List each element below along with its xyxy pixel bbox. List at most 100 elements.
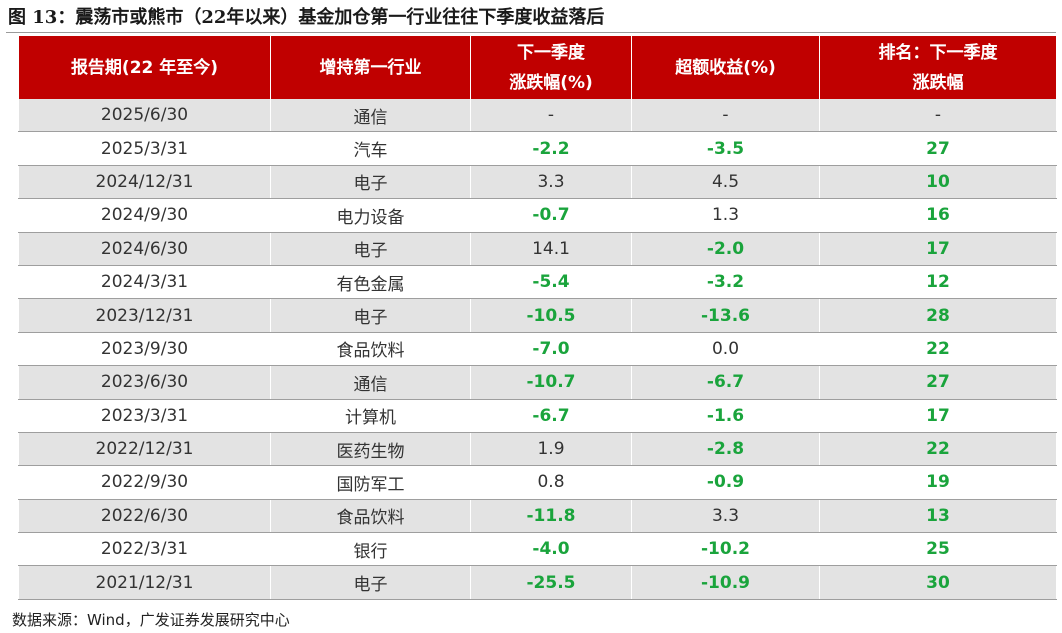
cell-next-quarter-change: 0.8 [470, 465, 632, 500]
cell-rank: 22 [819, 332, 1057, 367]
cell-next-quarter-change: 3.3 [470, 165, 632, 200]
cell-rank: 22 [819, 432, 1057, 467]
header-next-quarter-line2: 涨跌幅(%) [509, 72, 593, 93]
header-top-industry-label: 增持第一行业 [319, 57, 422, 78]
header-rank-line1: 排名：下一季度 [878, 42, 998, 63]
cell-next-quarter-change: -10.5 [470, 298, 632, 333]
cell-rank: 25 [819, 532, 1057, 567]
table-row: 2024/12/31 电子 3.3 4.5 10 [18, 165, 1057, 200]
cell-next-quarter-change: -2.2 [470, 131, 632, 166]
cell-top-industry: 计算机 [270, 399, 471, 433]
cell-top-industry: 电子 [270, 165, 471, 200]
table-row: 2024/9/30 电力设备 -0.7 1.3 16 [18, 198, 1057, 233]
cell-next-quarter-change: -6.7 [470, 399, 632, 433]
cell-rank: 30 [819, 565, 1057, 600]
cell-report-period: 2025/3/31 [18, 131, 271, 166]
cell-report-period: 2023/9/30 [18, 332, 271, 367]
cell-report-period: 2022/6/30 [18, 499, 271, 534]
cell-excess-return: 4.5 [631, 165, 820, 200]
header-top-industry: 增持第一行业 [270, 36, 471, 99]
cell-top-industry: 国防军工 [270, 465, 471, 500]
cell-next-quarter-change: -7.0 [470, 332, 632, 367]
cell-top-industry: 电子 [270, 232, 471, 266]
cell-excess-return: -3.2 [631, 265, 820, 300]
header-rank-line2: 涨跌幅 [912, 72, 964, 93]
cell-top-industry: 有色金属 [270, 265, 471, 300]
cell-excess-return: -10.2 [631, 532, 820, 567]
data-source-note: 数据来源：Wind，广发证券发展研究中心 [12, 611, 290, 629]
cell-rank: 19 [819, 465, 1057, 500]
cell-report-period: 2024/3/31 [18, 265, 271, 300]
cell-report-period: 2023/12/31 [18, 298, 271, 333]
table-row: 2022/6/30 食品饮料 -11.8 3.3 13 [18, 499, 1057, 534]
cell-report-period: 2024/9/30 [18, 198, 271, 233]
cell-next-quarter-change: -10.7 [470, 365, 632, 400]
cell-excess-return: -2.8 [631, 432, 820, 467]
header-next-quarter-line1: 下一季度 [517, 42, 585, 63]
header-next-quarter-change: 下一季度 涨跌幅(%) [470, 36, 632, 99]
cell-report-period: 2024/6/30 [18, 232, 271, 266]
cell-report-period: 2025/6/30 [18, 99, 271, 133]
cell-top-industry: 医药生物 [270, 432, 471, 467]
cell-top-industry: 通信 [270, 99, 471, 133]
cell-next-quarter-change: 14.1 [470, 232, 632, 266]
cell-rank: 27 [819, 365, 1057, 400]
cell-report-period: 2022/12/31 [18, 432, 271, 467]
cell-next-quarter-change: -11.8 [470, 499, 632, 534]
cell-report-period: 2022/3/31 [18, 532, 271, 567]
cell-top-industry: 电力设备 [270, 198, 471, 233]
header-report-period: 报告期(22 年至今) [18, 36, 271, 99]
cell-rank: 17 [819, 399, 1057, 433]
cell-next-quarter-change: -0.7 [470, 198, 632, 233]
cell-top-industry: 电子 [270, 298, 471, 333]
table-row: 2025/6/30 通信 - - - [18, 99, 1057, 133]
cell-report-period: 2021/12/31 [18, 565, 271, 600]
table-row: 2025/3/31 汽车 -2.2 -3.5 27 [18, 131, 1057, 166]
table-row: 2023/6/30 通信 -10.7 -6.7 27 [18, 365, 1057, 400]
table-row: 2022/9/30 国防军工 0.8 -0.9 19 [18, 465, 1057, 500]
table-row: 2021/12/31 电子 -25.5 -10.9 30 [18, 565, 1057, 600]
cell-rank: 16 [819, 198, 1057, 233]
cell-report-period: 2023/3/31 [18, 399, 271, 433]
cell-excess-return: - [631, 99, 820, 133]
header-excess-return-label: 超额收益(%) [675, 57, 776, 78]
cell-report-period: 2024/12/31 [18, 165, 271, 200]
header-excess-return: 超额收益(%) [631, 36, 820, 99]
cell-excess-return: -13.6 [631, 298, 820, 333]
cell-next-quarter-change: -25.5 [470, 565, 632, 600]
cell-top-industry: 食品饮料 [270, 332, 471, 367]
fund-industry-table: 报告期(22 年至今) 增持第一行业 下一季度 涨跌幅(%) 超额收益(%) 排… [18, 36, 1057, 600]
cell-excess-return: -10.9 [631, 565, 820, 600]
table-row: 2022/12/31 医药生物 1.9 -2.8 22 [18, 432, 1057, 467]
cell-rank: 17 [819, 232, 1057, 266]
cell-rank: 27 [819, 131, 1057, 166]
table-row: 2022/3/31 银行 -4.0 -10.2 25 [18, 532, 1057, 567]
cell-report-period: 2022/9/30 [18, 465, 271, 500]
table-row: 2023/12/31 电子 -10.5 -13.6 28 [18, 298, 1057, 333]
cell-excess-return: -2.0 [631, 232, 820, 266]
cell-excess-return: -6.7 [631, 365, 820, 400]
cell-top-industry: 食品饮料 [270, 499, 471, 534]
cell-top-industry: 汽车 [270, 131, 471, 166]
cell-report-period: 2023/6/30 [18, 365, 271, 400]
table-row: 2023/3/31 计算机 -6.7 -1.6 17 [18, 399, 1057, 433]
cell-excess-return: 1.3 [631, 198, 820, 233]
table-row: 2024/3/31 有色金属 -5.4 -3.2 12 [18, 265, 1057, 300]
header-report-period-label: 报告期(22 年至今) [70, 57, 219, 78]
cell-rank: - [819, 99, 1057, 133]
cell-rank: 13 [819, 499, 1057, 534]
table-row: 2023/9/30 食品饮料 -7.0 0.0 22 [18, 332, 1057, 367]
cell-rank: 28 [819, 298, 1057, 333]
cell-next-quarter-change: - [470, 99, 632, 133]
table-header-row: 报告期(22 年至今) 增持第一行业 下一季度 涨跌幅(%) 超额收益(%) 排… [18, 36, 1057, 99]
cell-top-industry: 通信 [270, 365, 471, 400]
cell-excess-return: 3.3 [631, 499, 820, 534]
figure-title: 图 13：震荡市或熊市（22年以来）基金加仓第一行业往往下季度收益落后 [8, 7, 605, 28]
cell-top-industry: 电子 [270, 565, 471, 600]
cell-next-quarter-change: 1.9 [470, 432, 632, 467]
table-row: 2024/6/30 电子 14.1 -2.0 17 [18, 232, 1057, 266]
cell-excess-return: -1.6 [631, 399, 820, 433]
cell-top-industry: 银行 [270, 532, 471, 567]
cell-next-quarter-change: -4.0 [470, 532, 632, 567]
cell-excess-return: -0.9 [631, 465, 820, 500]
